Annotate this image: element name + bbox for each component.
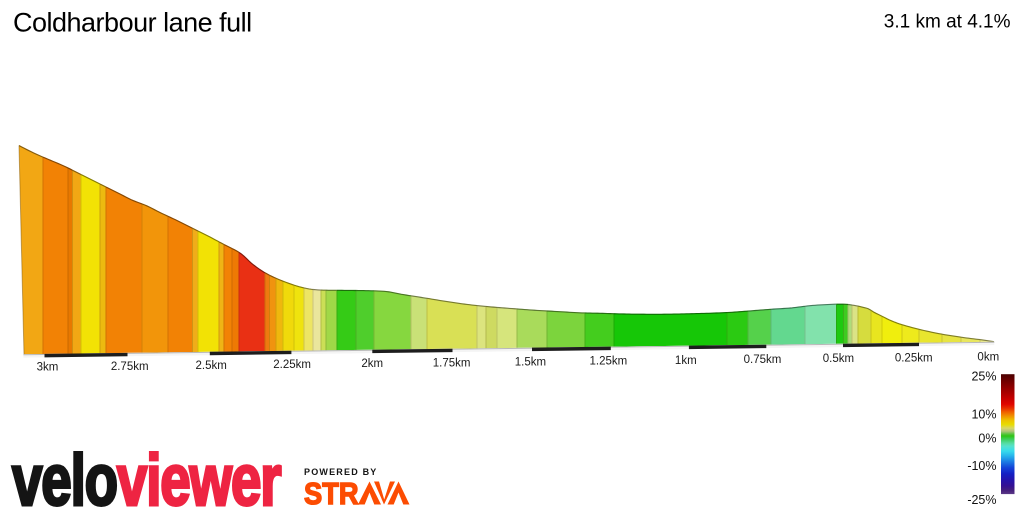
svg-text:3km: 3km <box>37 362 59 374</box>
svg-text:1.75km: 1.75km <box>433 357 471 369</box>
svg-text:1.25km: 1.25km <box>590 356 628 368</box>
svg-text:2.5km: 2.5km <box>196 360 227 372</box>
svg-text:STR: STR <box>304 477 359 511</box>
svg-text:10%: 10% <box>971 408 996 422</box>
svg-text:1km: 1km <box>675 355 697 367</box>
svg-text:-10%: -10% <box>967 459 996 473</box>
svg-text:veloviewer: veloviewer <box>12 440 281 512</box>
svg-text:2.25km: 2.25km <box>273 359 311 371</box>
svg-text:Coldharbour lane full: Coldharbour lane full <box>13 8 252 38</box>
svg-text:2.75km: 2.75km <box>111 361 149 373</box>
svg-text:0km: 0km <box>977 352 999 364</box>
svg-text:-25%: -25% <box>967 493 996 507</box>
svg-text:2km: 2km <box>361 358 383 370</box>
svg-text:1.5km: 1.5km <box>515 357 546 369</box>
svg-text:0.75km: 0.75km <box>744 354 782 366</box>
svg-text:0.5km: 0.5km <box>823 353 854 365</box>
svg-text:3.1 km at 4.1%: 3.1 km at 4.1% <box>884 11 1011 32</box>
svg-text:0.25km: 0.25km <box>895 352 933 364</box>
svg-text:25%: 25% <box>971 370 996 384</box>
svg-text:POWERED BY: POWERED BY <box>304 467 378 477</box>
svg-text:0%: 0% <box>978 431 996 445</box>
